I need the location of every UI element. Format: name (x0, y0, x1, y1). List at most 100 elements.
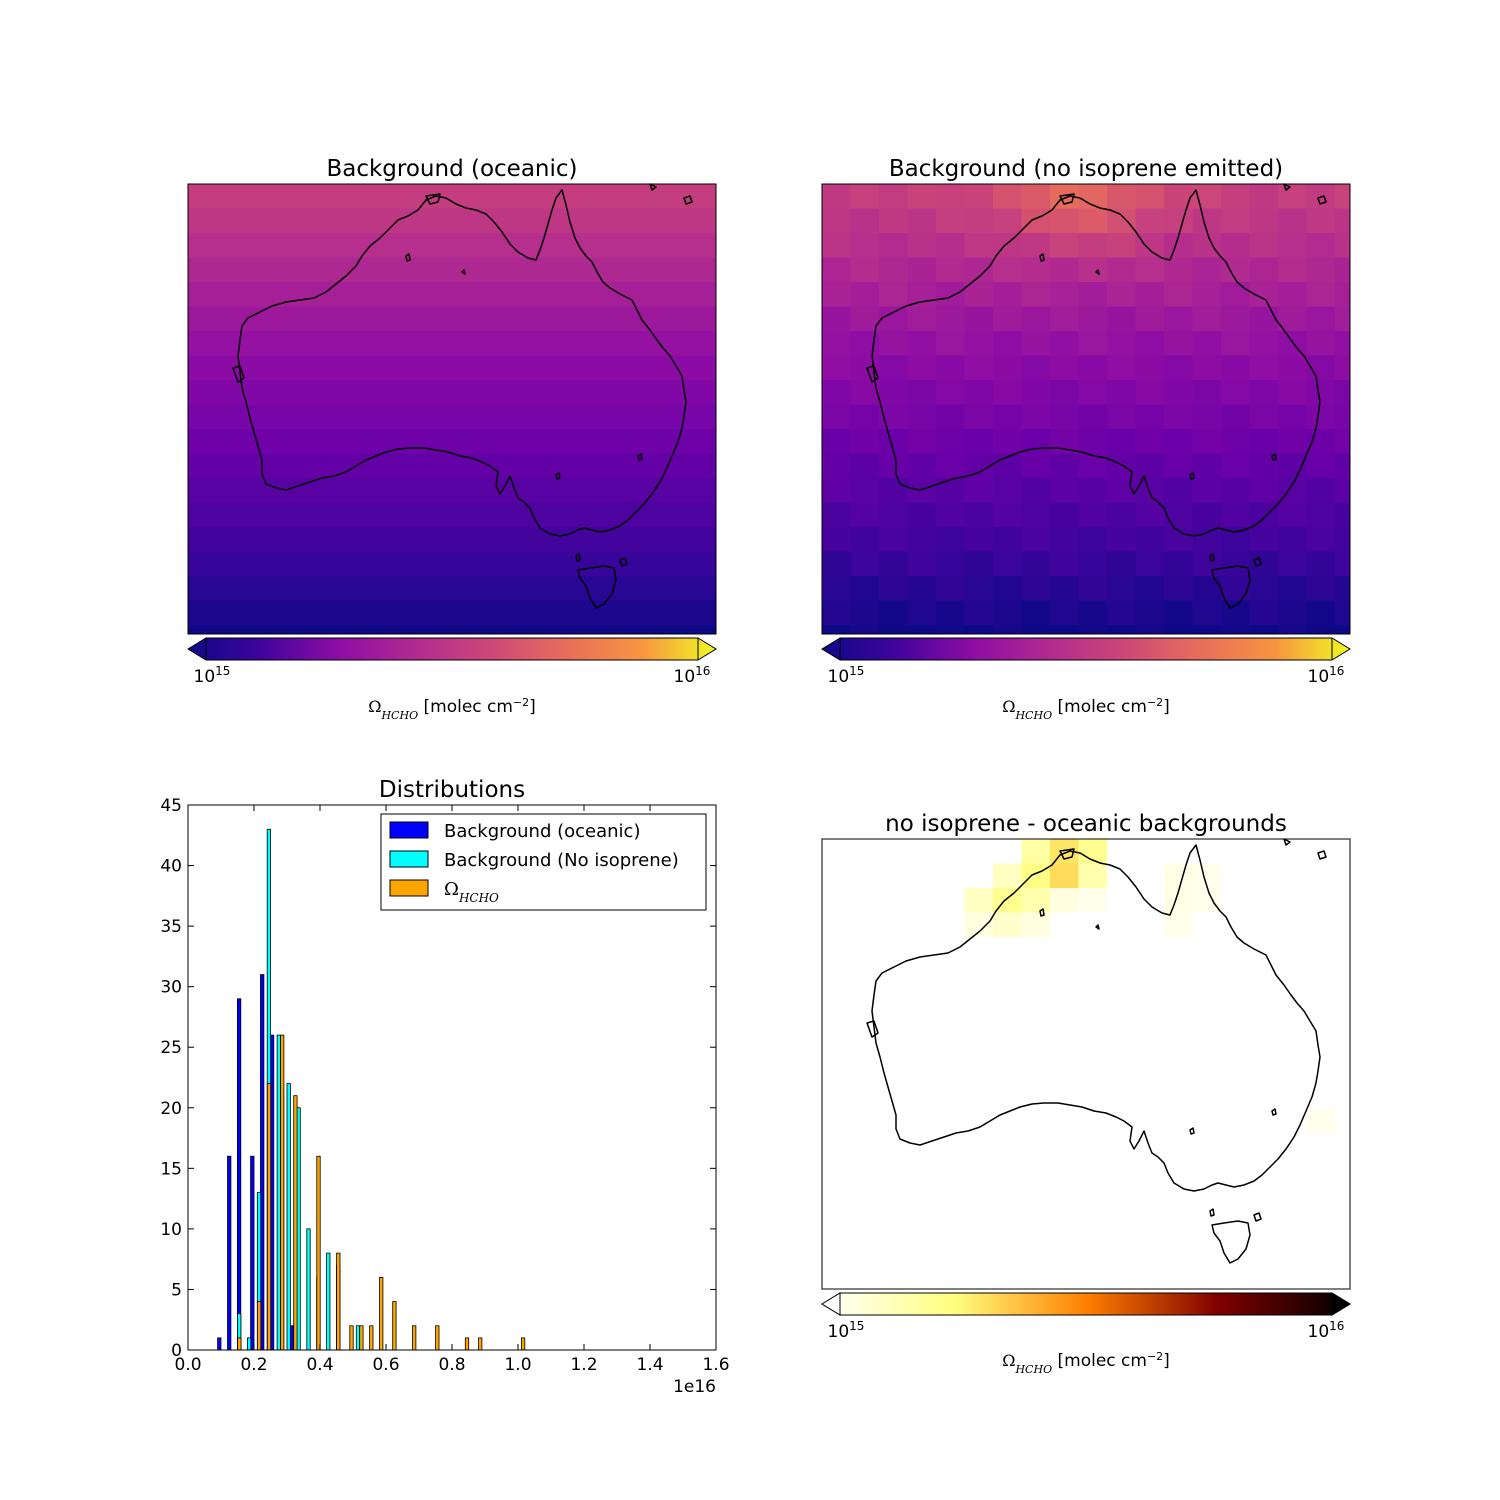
grid-cell (907, 625, 937, 634)
y-tick-label: 5 (171, 1280, 182, 1300)
grid-cell (1249, 986, 1279, 1012)
grid-cell (879, 184, 909, 210)
grid-cell (1335, 306, 1350, 332)
grid-cell (1135, 1035, 1165, 1061)
grid-cell (1249, 1010, 1279, 1036)
grid-cell (822, 551, 852, 577)
grid-cell (1050, 1133, 1080, 1159)
grid-cell (644, 282, 674, 308)
grid-cell (850, 404, 880, 430)
grid-cell (1192, 1133, 1222, 1159)
map-frame (821, 838, 1351, 1290)
grid-cell (879, 331, 909, 357)
legend-label: Background (No isoprene) (444, 850, 679, 871)
grid-cell (1335, 888, 1350, 914)
grid-cell (822, 306, 852, 332)
grid-cell (1135, 502, 1165, 528)
grid-cell (216, 257, 246, 283)
grid-cell (1221, 551, 1251, 577)
grid-cell (1107, 1231, 1137, 1257)
grid-cell (964, 1231, 994, 1257)
grid-cell (1135, 355, 1165, 381)
grid-cell (1021, 986, 1051, 1012)
grid-cell (701, 502, 716, 528)
grid-cell (879, 1182, 909, 1208)
grid-cell (1306, 331, 1336, 357)
grid-cell (558, 331, 588, 357)
grid-cell (416, 625, 446, 634)
grid-cell (1249, 331, 1279, 357)
grid-cell (1164, 986, 1194, 1012)
grid-cell (359, 502, 389, 528)
grid-cell (387, 380, 417, 406)
grid-cell (644, 184, 674, 210)
map-oceanic: Background (oceanic) 1015 1016 ΩHCHO [mo… (187, 156, 717, 722)
grid-cell (188, 282, 218, 308)
grid-cell (1107, 1059, 1137, 1085)
grid-cell (907, 429, 937, 455)
grid-cell (1192, 937, 1222, 963)
grid-cell (501, 282, 531, 308)
grid-cell (1078, 888, 1108, 914)
grid-cell (1249, 1182, 1279, 1208)
grid-cell (387, 576, 417, 602)
grid-cell (879, 453, 909, 479)
grid-cell (701, 184, 716, 210)
grid-cell (672, 380, 702, 406)
grid-cell (1335, 355, 1350, 381)
grid-cell (1107, 257, 1137, 283)
grid-cell (1021, 1280, 1051, 1289)
grid-cell (501, 331, 531, 357)
grid-cell (907, 551, 937, 577)
grid-cell (822, 429, 852, 455)
grid-cell (1021, 502, 1051, 528)
grid-cell (1192, 625, 1222, 634)
grid-cell (822, 1133, 852, 1159)
grid-cell (273, 527, 303, 553)
grid-cell (473, 502, 503, 528)
grid-cell (1107, 1280, 1137, 1289)
map-frame (187, 183, 717, 635)
grid-cell (501, 184, 531, 210)
grid-cell (1135, 986, 1165, 1012)
grid-cell (1221, 478, 1251, 504)
grid-cell (701, 600, 716, 626)
grid-cell (558, 404, 588, 430)
grid-cell (1078, 863, 1108, 889)
grid-cell (822, 331, 852, 357)
grid-cell (1021, 257, 1051, 283)
grid-cell (1078, 331, 1108, 357)
grid-cell (216, 282, 246, 308)
grid-cell (1164, 1084, 1194, 1110)
grid-cell (188, 355, 218, 381)
grid-cell (822, 208, 852, 234)
grid-cell (1335, 208, 1350, 234)
x-tick-label: 1.4 (636, 1355, 663, 1375)
grid-cell (1306, 937, 1336, 963)
grid-cell (1278, 257, 1308, 283)
grid-cell (1335, 1206, 1350, 1232)
grid-cell (1050, 961, 1080, 987)
grid-cell (1135, 527, 1165, 553)
grid-cell (1107, 184, 1137, 210)
grid-cell (1221, 233, 1251, 259)
grid-cell (1192, 184, 1222, 210)
grid-cell (587, 453, 617, 479)
grid-cell (1249, 306, 1279, 332)
grid-cell (416, 355, 446, 381)
grid-cell (1021, 453, 1051, 479)
grid-cell (1135, 576, 1165, 602)
grid-cell (964, 355, 994, 381)
grid-cell (330, 233, 360, 259)
grid-cell (1335, 380, 1350, 406)
grid-cell (879, 282, 909, 308)
grid-cell (964, 208, 994, 234)
grid-cell (879, 551, 909, 577)
grid-cell (1278, 1059, 1308, 1085)
grid-cell (701, 576, 716, 602)
grid-cell (1306, 527, 1336, 553)
grid-cell (245, 257, 275, 283)
colorbar-max-label: 1016 (1308, 1319, 1345, 1342)
grid-cell (216, 478, 246, 504)
grid-cell (850, 937, 880, 963)
